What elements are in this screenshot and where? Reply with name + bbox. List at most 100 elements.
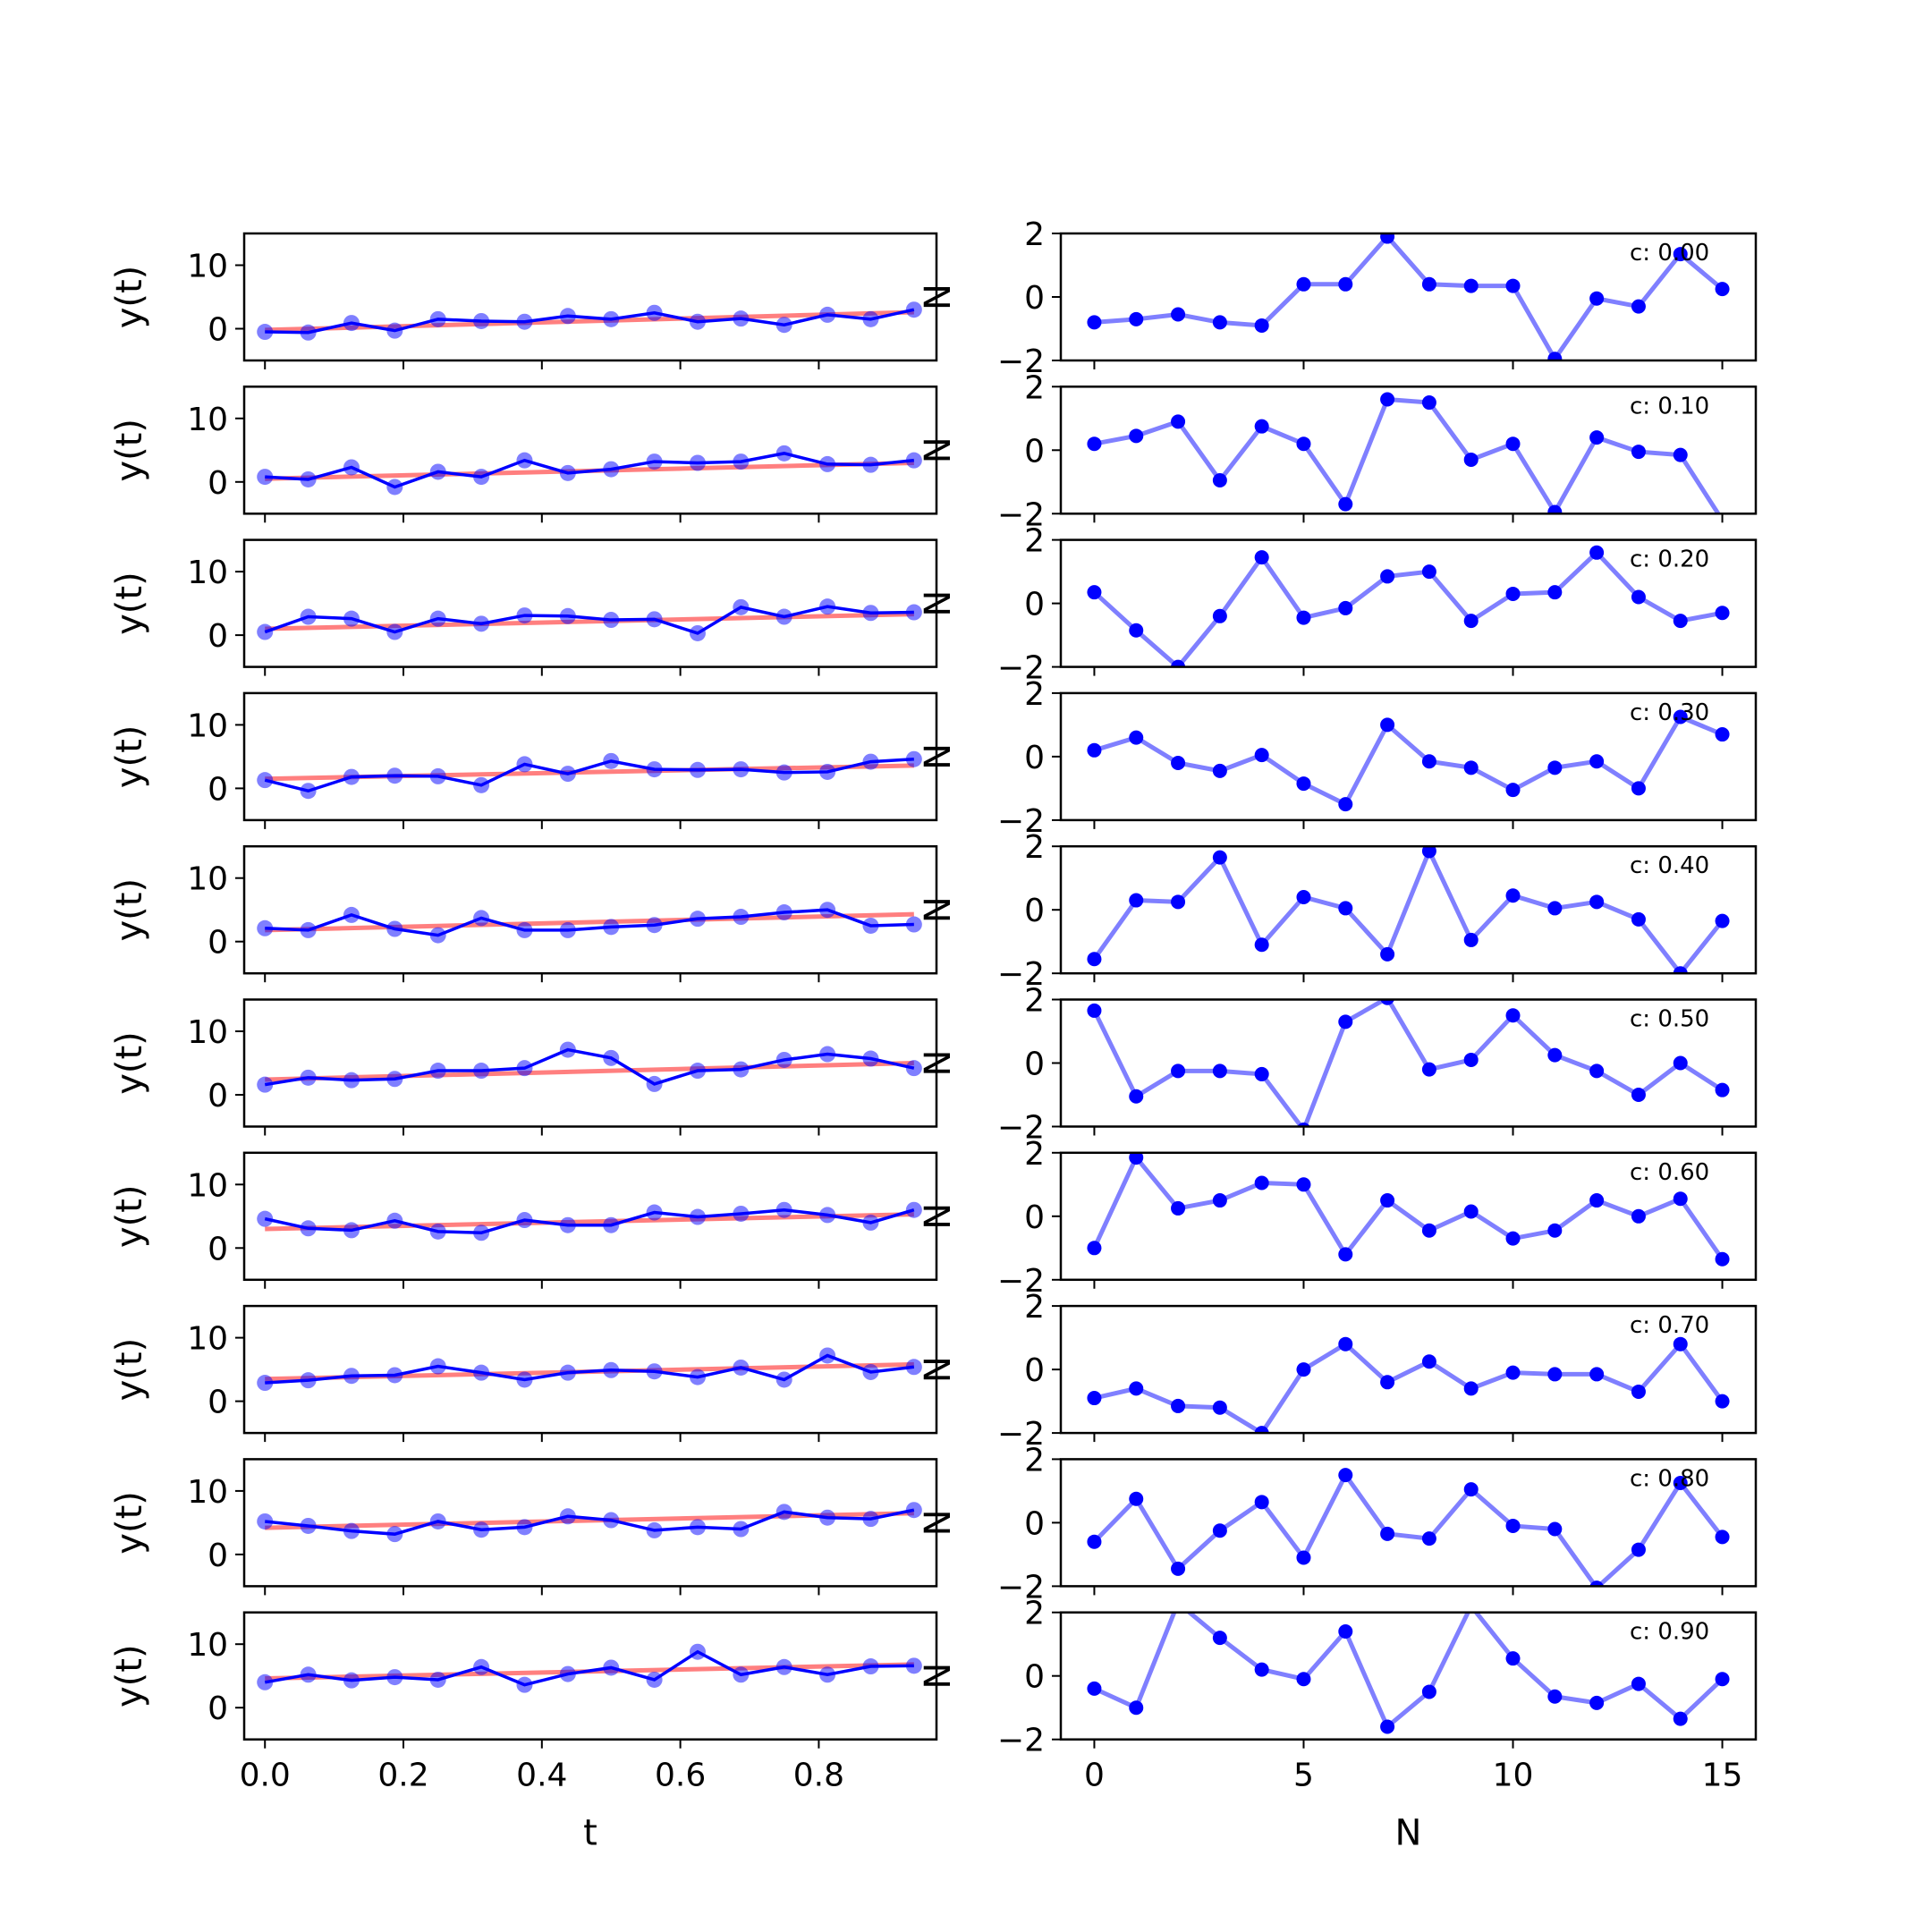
- y-tick-label: 10: [187, 861, 228, 898]
- noise-point: [1589, 1580, 1604, 1587]
- y-tick-label: 0: [1024, 1199, 1045, 1236]
- noise-point: [1171, 1398, 1186, 1413]
- noise-point: [1631, 781, 1646, 796]
- y-tick-label: 0: [1024, 893, 1045, 929]
- noise-point: [1673, 1476, 1688, 1491]
- x-tick-label: 0: [1084, 1758, 1105, 1794]
- data-line: [265, 308, 915, 335]
- noise-point: [1254, 318, 1269, 333]
- noise-point: [1380, 1526, 1395, 1541]
- c-annotation: c: 0.60: [1630, 1159, 1709, 1186]
- noise-point: [1673, 1191, 1688, 1207]
- data-line: [264, 605, 914, 635]
- noise-point: [1212, 608, 1227, 623]
- noise-point: [1631, 1208, 1646, 1224]
- noise-point: [1254, 1066, 1269, 1081]
- right-panel-frame: [1059, 1151, 1758, 1282]
- noise-point: [1171, 1063, 1186, 1079]
- noise-point: [1254, 1175, 1269, 1191]
- c-annotation: c: 0.40: [1630, 852, 1709, 879]
- noise-line: [1092, 1153, 1724, 1261]
- data-line: [264, 1047, 915, 1087]
- noise-point: [1254, 937, 1269, 953]
- noise-point: [1547, 1047, 1563, 1063]
- noise-point: [1338, 1247, 1353, 1262]
- noise-point: [1589, 430, 1605, 445]
- noise-point: [1673, 966, 1688, 974]
- noise-point: [1631, 1384, 1646, 1399]
- y-tick-label: 0: [1024, 587, 1045, 623]
- noise-point: [1129, 311, 1144, 326]
- noise-point: [1505, 1518, 1521, 1533]
- noise-line: [1092, 1470, 1724, 1587]
- y-tick-label: 0: [208, 925, 228, 962]
- noise-point: [1338, 496, 1353, 512]
- y-tick-label: 2: [1024, 1596, 1045, 1632]
- left-panel-frame: [242, 844, 938, 975]
- noise-point: [1631, 1088, 1646, 1102]
- noise-point: [1463, 1052, 1479, 1067]
- right-ylabel: N: [918, 1663, 959, 1690]
- y-tick-label: 0: [1024, 1352, 1045, 1389]
- noise-point: [1171, 1596, 1185, 1610]
- noise-point: [1129, 730, 1144, 745]
- noise-point: [1212, 1193, 1227, 1208]
- noise-point: [1087, 1241, 1102, 1256]
- noise-point: [1380, 569, 1395, 584]
- noise-point: [1212, 1523, 1227, 1538]
- y-tick-label: −2: [997, 1569, 1045, 1606]
- noise-point: [1254, 1662, 1269, 1677]
- noise-point: [1296, 776, 1311, 792]
- noise-point: [1171, 1561, 1186, 1576]
- noise-point: [1505, 586, 1521, 601]
- right-panel-frame: [1059, 1611, 1758, 1741]
- noise-point: [1715, 1394, 1730, 1409]
- y-tick-label: 10: [187, 1627, 228, 1664]
- noise-point: [1380, 1719, 1395, 1734]
- noise-series: [1087, 233, 1730, 360]
- noise-point: [1380, 946, 1395, 962]
- noise-point: [1673, 447, 1688, 462]
- left-ylabel: y(t): [109, 572, 150, 635]
- y-tick-label: 0: [1024, 280, 1045, 317]
- noise-point: [1171, 307, 1186, 322]
- x-tick-label: 5: [1293, 1758, 1314, 1794]
- noise-series: [1087, 999, 1730, 1127]
- noise-point: [1338, 1336, 1353, 1352]
- noise-point: [1463, 278, 1479, 293]
- y-tick-label: 0: [208, 1690, 228, 1727]
- noise-point: [1296, 890, 1311, 904]
- y-tick-label: 2: [1024, 216, 1045, 253]
- noise-point: [1254, 1495, 1269, 1510]
- c-annotation: c: 0.10: [1630, 393, 1709, 419]
- noise-line: [1093, 396, 1721, 514]
- fit-line: [265, 309, 914, 333]
- noise-point: [1715, 1251, 1730, 1267]
- noise-series: [1087, 392, 1726, 514]
- noise-point: [1087, 1003, 1102, 1018]
- left-panel-frame: [242, 1304, 938, 1435]
- noise-point: [1380, 717, 1395, 733]
- y-tick-label: −2: [997, 1263, 1045, 1300]
- noise-point: [1673, 1055, 1688, 1071]
- noise-point: [1547, 760, 1563, 775]
- data-line: [264, 1208, 915, 1235]
- right-ylabel: N: [918, 896, 959, 923]
- left-xlabel: t: [583, 1813, 597, 1854]
- noise-point: [1087, 1534, 1102, 1549]
- y-tick-label: 2: [1024, 1136, 1045, 1173]
- right-panel-frame: [1059, 386, 1758, 515]
- left-panel-frame: [242, 1611, 938, 1741]
- noise-point: [1171, 659, 1186, 667]
- y-tick-label: −2: [997, 650, 1045, 687]
- noise-point: [1505, 278, 1521, 293]
- noise-point: [1715, 1530, 1730, 1545]
- noise-point: [1421, 564, 1436, 580]
- noise-point: [1296, 436, 1311, 452]
- c-annotation: c: 0.30: [1630, 699, 1709, 726]
- noise-point: [1380, 392, 1395, 407]
- noise-series: [1087, 1152, 1730, 1267]
- noise-point: [1254, 1426, 1269, 1434]
- x-tick-label: 0.2: [377, 1758, 428, 1794]
- y-tick-label: 2: [1024, 829, 1045, 866]
